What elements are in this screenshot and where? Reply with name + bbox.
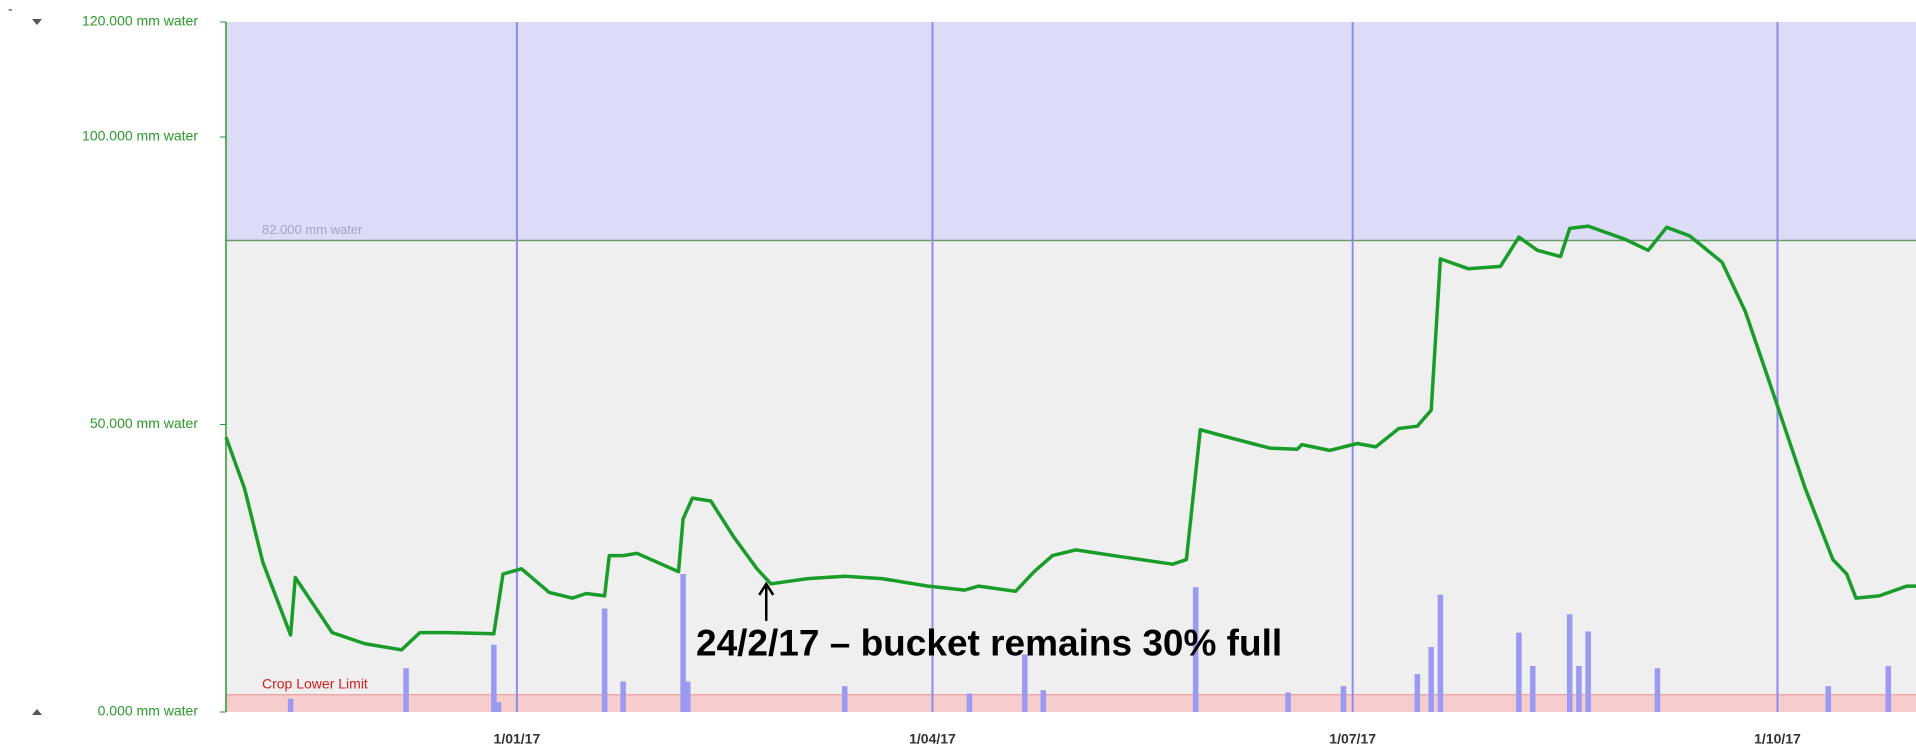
rain-bar bbox=[403, 668, 409, 712]
full-band bbox=[226, 22, 1916, 241]
rain-bar bbox=[1825, 686, 1832, 712]
full-point-label: 82.000 mm water bbox=[262, 222, 363, 237]
rain-bar bbox=[680, 574, 686, 712]
corner-dash: - bbox=[8, 1, 13, 17]
annotation-arrow bbox=[758, 581, 775, 621]
rain-bar bbox=[1285, 692, 1291, 712]
scroll-down-icon bbox=[32, 709, 42, 715]
rain-bar bbox=[1022, 654, 1028, 712]
y-tick-label: 120.000 mm water bbox=[82, 13, 198, 29]
rain-bar bbox=[495, 702, 502, 712]
rain-bar bbox=[684, 681, 691, 712]
rain-bar bbox=[1428, 647, 1434, 712]
rain-bar bbox=[1529, 666, 1536, 712]
y-tick-label: 50.000 mm water bbox=[90, 415, 198, 431]
rain-bar bbox=[491, 644, 497, 712]
x-tick-label: 1/10/17 bbox=[1754, 731, 1801, 747]
lower-limit-band bbox=[226, 694, 1916, 712]
y-tick-label: 100.000 mm water bbox=[82, 128, 198, 144]
soil-water-line bbox=[224, 224, 1916, 652]
rain-bar bbox=[1414, 674, 1421, 712]
annotation-text: 24/2/17 – bucket remains 30% full bbox=[696, 623, 1282, 664]
x-tick-label: 1/04/17 bbox=[909, 731, 956, 747]
rain-bar bbox=[1576, 666, 1582, 712]
x-tick-label: 1/07/17 bbox=[1329, 731, 1376, 747]
rain-bar bbox=[1516, 632, 1522, 712]
x-tick-label: 1/01/17 bbox=[494, 731, 541, 747]
rain-bar bbox=[601, 608, 608, 712]
rain-bar bbox=[966, 693, 973, 712]
scroll-up-icon bbox=[32, 19, 42, 25]
rain-bar bbox=[1040, 690, 1047, 712]
rain-bar bbox=[841, 686, 848, 712]
rain-bar bbox=[1654, 668, 1661, 712]
lower-limit-label: Crop Lower Limit bbox=[262, 675, 368, 691]
rain-bar bbox=[1192, 587, 1199, 712]
rain-bar bbox=[1566, 614, 1573, 712]
rain-bar bbox=[1340, 686, 1347, 712]
rain-bar bbox=[620, 681, 626, 712]
y-tick-label: 0.000 mm water bbox=[98, 703, 199, 719]
rain-bar bbox=[287, 698, 294, 712]
rain-bar bbox=[1885, 666, 1892, 712]
rain-bar bbox=[1585, 631, 1591, 712]
rain-bar bbox=[1437, 594, 1444, 712]
